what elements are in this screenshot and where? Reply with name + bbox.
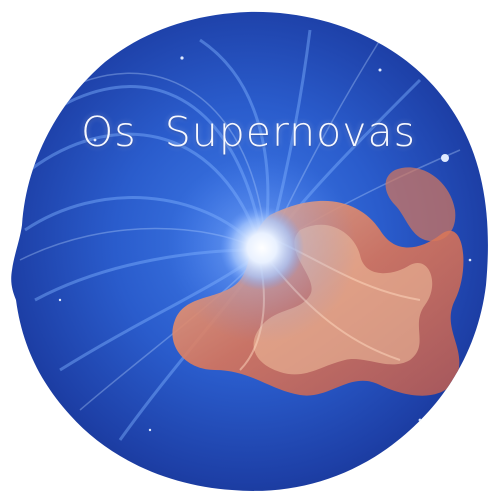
logo-title: Os Supernovas: [81, 108, 416, 156]
